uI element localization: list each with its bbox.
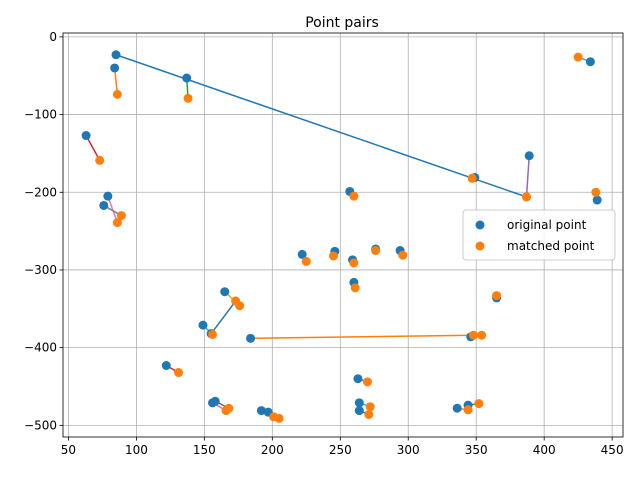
matched-point	[477, 330, 487, 340]
grid-lines	[63, 33, 623, 437]
matched-point	[221, 406, 231, 416]
x-tick-label: 350	[465, 443, 488, 457]
pair-line	[107, 195, 119, 223]
matched-point	[183, 93, 193, 103]
matched-point	[362, 377, 372, 387]
original-point	[354, 406, 364, 416]
original-point	[182, 73, 192, 83]
pair-line	[525, 155, 530, 197]
original-point	[220, 287, 230, 297]
x-tick-label: 50	[61, 443, 76, 457]
legend-marker-matched	[475, 241, 485, 251]
matched-point	[208, 329, 218, 339]
original-point	[110, 63, 120, 73]
legend-marker-original	[475, 220, 485, 230]
x-tick-label: 300	[397, 443, 420, 457]
legend-label-original: original point	[507, 218, 587, 232]
x-tick-label: 400	[533, 443, 556, 457]
matched-point	[474, 399, 484, 409]
matched-point	[591, 187, 601, 197]
matched-point	[350, 283, 360, 293]
original-point	[99, 200, 109, 210]
matched-point	[365, 402, 375, 412]
matched-point	[349, 191, 359, 201]
y-tick-label: 0	[49, 30, 57, 44]
matched-point	[463, 405, 473, 415]
matched-point	[301, 256, 311, 266]
matched-point	[95, 155, 105, 165]
original-point	[161, 361, 171, 371]
original-point	[246, 333, 256, 343]
x-tick-label: 450	[601, 443, 624, 457]
legend-label-matched: matched point	[507, 239, 595, 253]
original-point	[585, 57, 595, 67]
x-tick-label: 100	[125, 443, 148, 457]
chart-title: Point pairs	[305, 15, 379, 31]
matched-point	[521, 192, 531, 202]
x-tick-label: 250	[329, 443, 352, 457]
matched-point	[116, 211, 126, 221]
matched-point	[364, 409, 374, 419]
plot-frame	[62, 32, 624, 438]
y-tick-label: −400	[24, 341, 57, 355]
original-point	[103, 191, 113, 201]
matched-point	[492, 291, 502, 301]
matched-point	[112, 218, 122, 228]
y-tick-label: −100	[24, 108, 57, 122]
matched-point	[467, 173, 477, 183]
matched-point	[349, 258, 359, 268]
legend: original point matched point	[462, 209, 616, 261]
y-tick-label: −300	[24, 263, 57, 277]
matched-point	[328, 251, 338, 261]
original-point	[81, 131, 91, 141]
original-point	[208, 398, 218, 408]
pair-line	[210, 300, 237, 335]
original-point	[354, 398, 364, 408]
y-tick-label: −200	[24, 185, 57, 199]
legend-box	[462, 209, 616, 261]
original-point	[111, 50, 121, 60]
original-point	[198, 320, 208, 330]
matched-point	[468, 330, 478, 340]
matched-point	[274, 413, 284, 423]
matched-point	[573, 52, 583, 62]
pair-line	[85, 135, 101, 161]
matched-point	[371, 246, 381, 256]
axes: 50 100 150 200 250 300 350 400 450 0 −100 −200 −300 −…	[24, 30, 624, 457]
matched-point	[174, 368, 184, 378]
matched-point	[231, 296, 241, 306]
original-point	[353, 374, 363, 384]
original-point	[592, 195, 602, 205]
x-tick-label: 150	[193, 443, 216, 457]
matched-point	[112, 89, 122, 99]
original-point	[524, 151, 534, 161]
data-points	[81, 50, 602, 423]
y-tick-label: −500	[24, 418, 57, 432]
original-point	[297, 249, 307, 259]
original-point	[256, 406, 266, 416]
matched-point	[398, 250, 408, 260]
pair-line	[250, 334, 474, 340]
original-point	[452, 403, 462, 413]
x-tick-label: 200	[261, 443, 284, 457]
